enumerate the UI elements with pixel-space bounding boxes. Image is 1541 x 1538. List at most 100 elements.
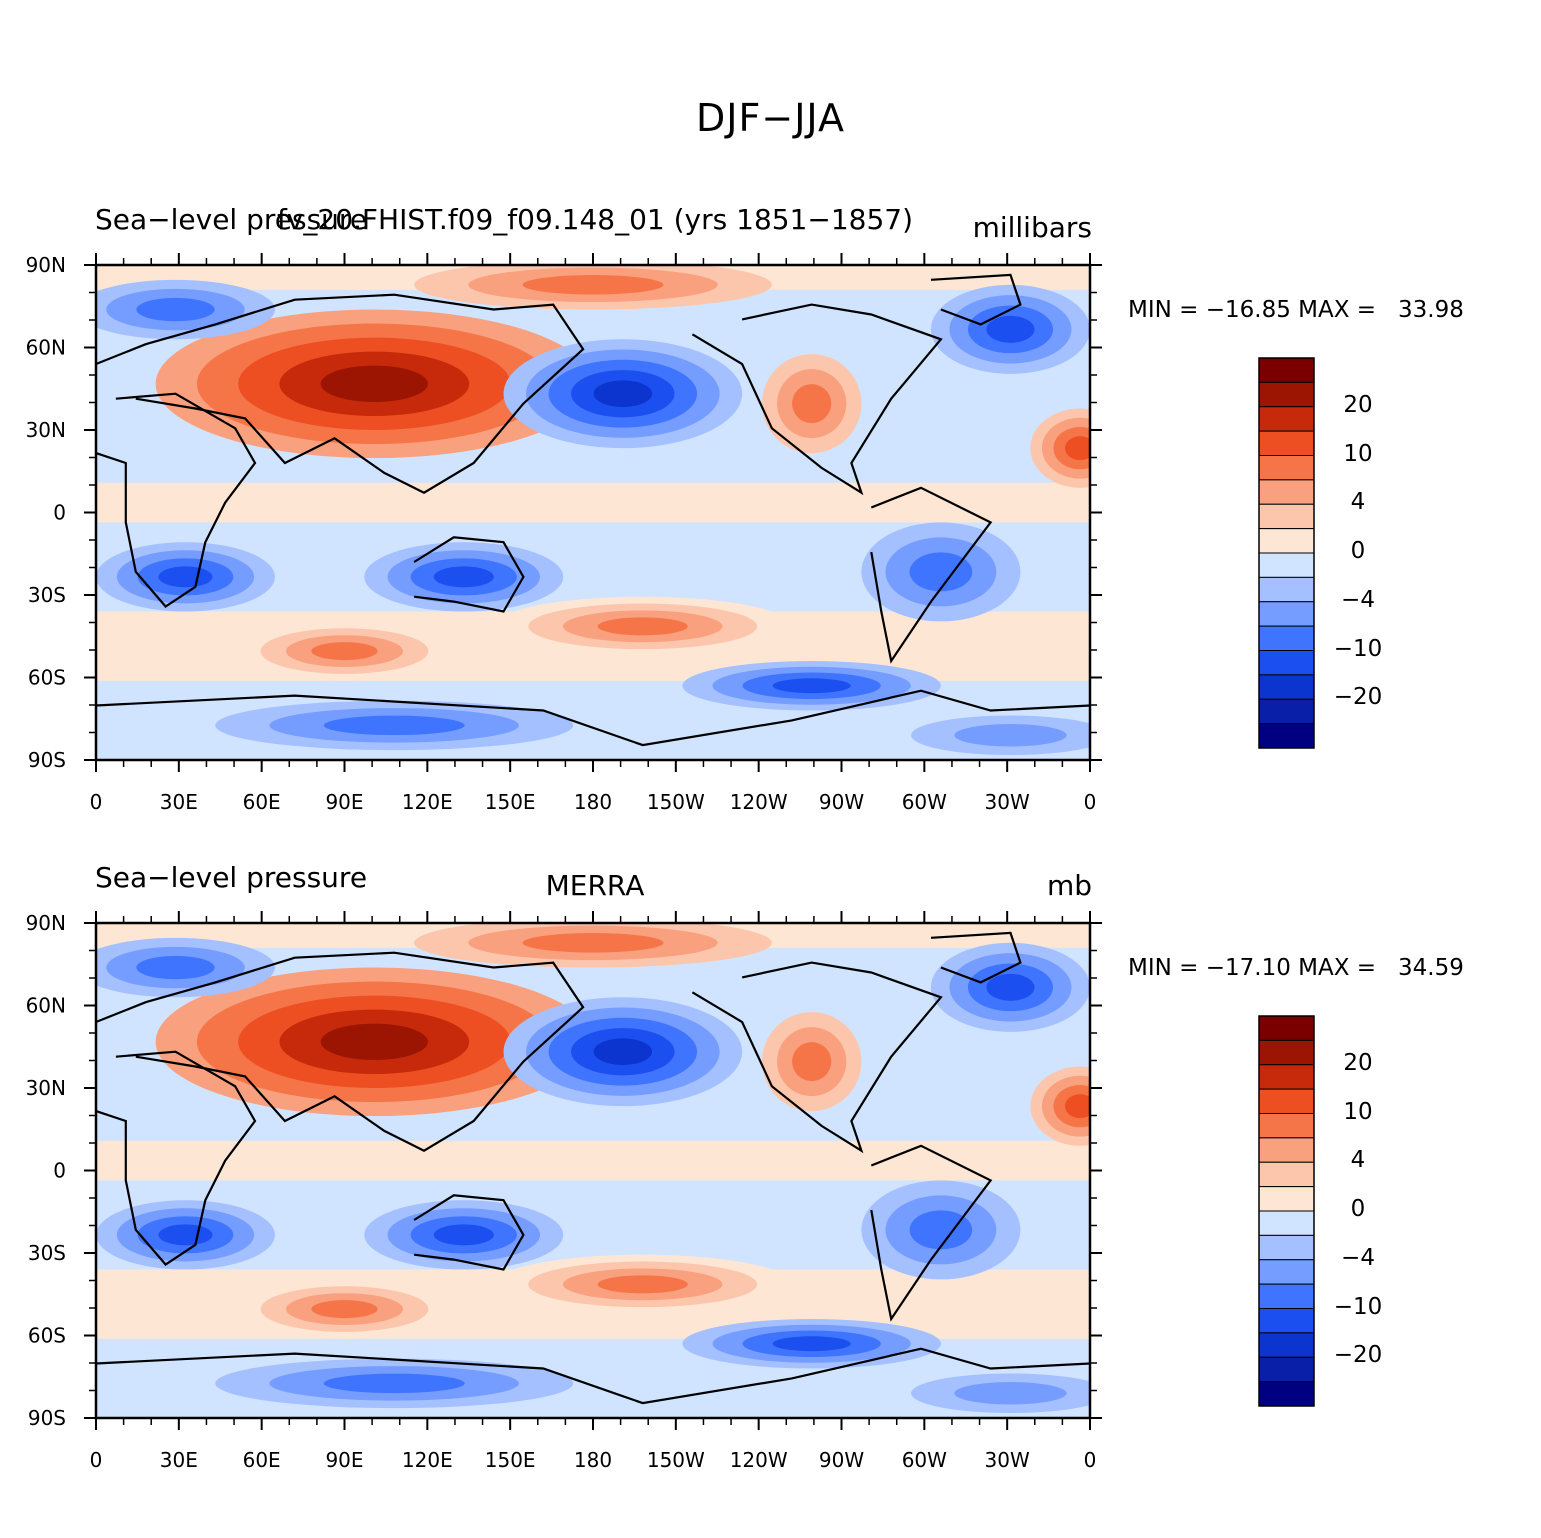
panel-variable-label: Sea−level pressure	[95, 861, 368, 894]
background-shading	[96, 482, 1090, 523]
legend-swatch	[1258, 1259, 1315, 1285]
legend-swatch	[1258, 430, 1315, 456]
coastline	[96, 951, 585, 1152]
legend-swatch	[1258, 357, 1315, 383]
legend-label: −20	[1333, 1342, 1383, 1369]
coastline	[96, 689, 1090, 747]
coastline	[870, 1144, 993, 1322]
y-tick-label: 30S	[28, 1241, 66, 1265]
x-tick-label: 150E	[485, 790, 536, 814]
contour-region	[158, 566, 213, 588]
contour-region	[772, 1336, 851, 1352]
contour-region	[311, 1300, 378, 1319]
x-tick-label: 0	[90, 1448, 103, 1472]
legend-frame	[1258, 357, 1315, 749]
contour-region	[1065, 436, 1090, 461]
legend-swatch	[1258, 381, 1315, 408]
contour-region	[986, 315, 1035, 343]
legend-label: 4	[1350, 1147, 1366, 1174]
panel-units-label: mb	[1046, 869, 1092, 902]
x-tick-label: 0	[1084, 1448, 1097, 1472]
coastline	[96, 1050, 257, 1266]
coastline	[870, 486, 993, 664]
legend-swatch	[1258, 1332, 1315, 1358]
legend-swatch	[1258, 1015, 1315, 1041]
contour-region	[320, 365, 428, 403]
contour-region	[909, 1210, 973, 1250]
y-tick-label: 60S	[28, 666, 66, 690]
contour-region	[136, 955, 215, 980]
legend-label: −4	[1341, 1244, 1375, 1271]
panel-case-label: MERRA	[545, 869, 645, 902]
contour-region	[136, 297, 215, 322]
contour-region	[311, 642, 378, 661]
x-tick-label: 180	[574, 1448, 612, 1472]
y-tick-label: 60N	[26, 336, 66, 360]
legend-label: −10	[1333, 635, 1383, 662]
legend-swatch	[1258, 723, 1315, 749]
legend-swatch	[1258, 528, 1315, 554]
contour-map: 0 30E 60E 90E 120E 150E 180 150W 120W 90W 60W 30W 09…	[26, 253, 1102, 814]
legend-swatch	[1258, 698, 1315, 725]
contour-region	[954, 724, 1067, 747]
legend-swatch	[1258, 479, 1315, 505]
y-tick-label: 30S	[28, 583, 66, 607]
legend-swatch	[1258, 1381, 1315, 1407]
legend-label: −10	[1333, 1293, 1383, 1320]
legend-swatch	[1258, 406, 1315, 432]
coastline	[96, 392, 257, 608]
x-tick-label: 150W	[647, 790, 705, 814]
legend-label: 20	[1343, 1049, 1373, 1076]
x-tick-label: 0	[1084, 790, 1097, 814]
contour-fill	[96, 265, 1090, 760]
panel-case-label: fv_20.FHIST.f09_f09.148_01 (yrs 1851−185…	[276, 203, 914, 236]
min-max-label: MIN = −17.10 MAX = 34.59	[1128, 955, 1464, 981]
x-tick-label: 60E	[243, 790, 281, 814]
x-tick-label: 0	[90, 790, 103, 814]
color-legend	[1258, 1015, 1315, 1407]
legend-swatch	[1258, 1161, 1315, 1188]
x-tick-label: 30W	[985, 790, 1030, 814]
coastline	[930, 273, 1022, 326]
legend-label: 0	[1350, 538, 1366, 564]
color-legend	[1258, 357, 1315, 749]
legend-swatch	[1258, 455, 1315, 481]
x-tick-label: 90E	[325, 1448, 363, 1472]
legend-label: 10	[1343, 440, 1373, 467]
legend-frame	[1258, 1015, 1315, 1407]
legend-swatch	[1258, 1186, 1315, 1212]
x-tick-label: 60W	[902, 1448, 947, 1472]
legend-swatch	[1258, 1088, 1315, 1114]
x-tick-label: 120E	[402, 1448, 453, 1472]
contour-map: 0 30E 60E 90E 120E 150E 180 150W 120W 90W 60W 30W 09…	[26, 911, 1102, 1472]
legend-label: 4	[1350, 489, 1366, 516]
legend-swatch	[1258, 1039, 1315, 1066]
contour-region	[909, 552, 973, 592]
contour-region	[954, 1382, 1067, 1405]
x-tick-label: 120E	[402, 790, 453, 814]
coastline	[96, 293, 585, 494]
y-tick-label: 0	[53, 1159, 66, 1183]
y-tick-label: 90S	[28, 748, 66, 772]
background-shading	[96, 1140, 1090, 1181]
y-tick-label: 90N	[26, 911, 66, 935]
contour-region	[522, 933, 664, 953]
y-tick-label: 30N	[26, 418, 66, 442]
x-tick-label: 90W	[819, 790, 864, 814]
contour-region	[772, 678, 851, 694]
legend-swatch	[1258, 552, 1315, 578]
legend-swatch	[1258, 650, 1315, 676]
legend-swatch	[1258, 1234, 1315, 1261]
legend-swatch	[1258, 1113, 1315, 1139]
contour-region	[158, 1224, 213, 1246]
contour-region	[597, 617, 688, 636]
panel-units-label: millibars	[972, 211, 1092, 244]
legend-swatch	[1258, 503, 1315, 530]
contour-region	[792, 1042, 832, 1082]
contour-region	[597, 1275, 688, 1294]
x-tick-label: 150E	[485, 1448, 536, 1472]
coastline	[413, 1194, 525, 1271]
x-tick-label: 150W	[647, 1448, 705, 1472]
legend-swatch	[1258, 576, 1315, 603]
coastline	[413, 536, 525, 613]
